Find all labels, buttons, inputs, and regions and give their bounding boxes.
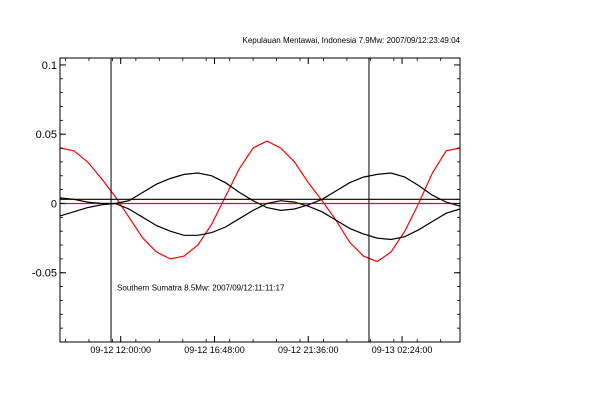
axis-layer (59, 57, 461, 343)
plot-frame (59, 57, 461, 343)
event-layer (110, 58, 370, 342)
ytick-label-3: -0.05 (32, 268, 57, 280)
ytick-label-2: 0 (51, 198, 57, 210)
ytick-label-0: 0.1 (42, 60, 57, 72)
series-line-2 (59, 172, 461, 212)
series-layer (59, 140, 461, 263)
series-line-0 (59, 140, 461, 263)
xtick-label-1: 09-12 16:48:00 (184, 345, 245, 355)
event-label-1: Kepulauan Mentawai, Indonesia 7.9Mw: 200… (243, 36, 461, 45)
text-layer: Southern Sumatra 8.5Mw: 2007/09/12:11:11… (32, 36, 461, 355)
ytick-label-1: 0.05 (36, 129, 57, 141)
event-label-0: Southern Sumatra 8.5Mw: 2007/09/12:11:11… (117, 284, 285, 293)
xtick-label-0: 09-12 12:00:00 (90, 345, 151, 355)
xtick-label-2: 09-12 21:36:00 (278, 345, 339, 355)
xtick-label-3: 09-13 02:24:00 (372, 345, 433, 355)
series-line-3 (59, 200, 461, 241)
